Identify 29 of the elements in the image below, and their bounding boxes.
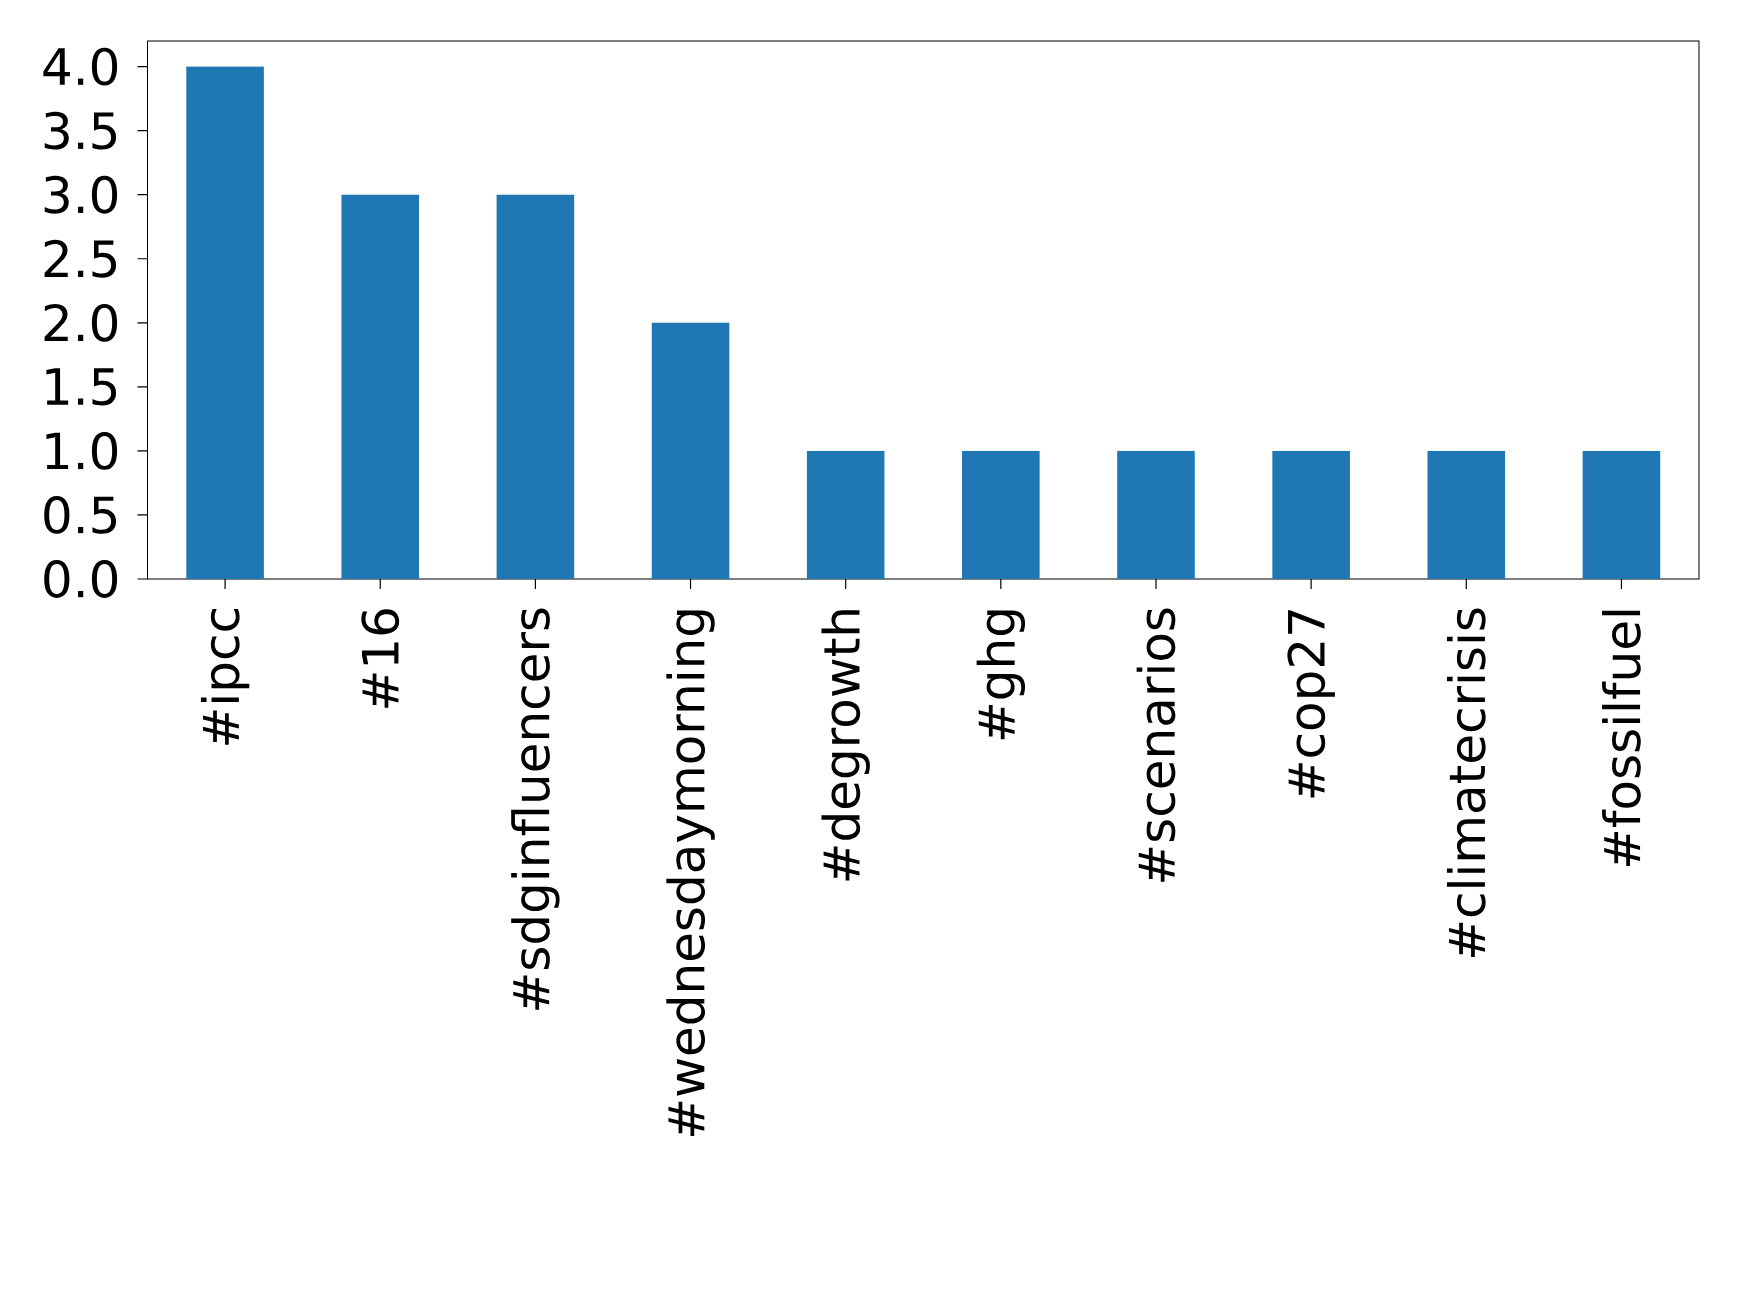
y-tick-label: 2.0: [44, 303, 118, 342]
y-tick-label: 1.5: [46, 368, 117, 406]
x-tick-label: #cop27: [1287, 610, 1335, 798]
x-tick-label: #scenarios: [1136, 608, 1176, 882]
x-tick-label: #climatecrisis: [1446, 608, 1486, 958]
x-tick-label: #16: [361, 609, 400, 708]
bar: [1427, 450, 1506, 579]
bar: [806, 450, 885, 579]
y-tick-label: 4.0: [43, 47, 118, 86]
x-tick-label: #ipcc: [200, 609, 250, 745]
bar: [341, 194, 420, 579]
bar: [962, 450, 1040, 579]
x-tick-label: #wednesdaymorning: [666, 610, 715, 1136]
y-tick-label: 0.5: [44, 496, 117, 534]
y-tick-label: 1.0: [46, 431, 118, 470]
bar: [651, 322, 730, 579]
bar: [1272, 450, 1350, 579]
bar: [1582, 450, 1661, 579]
x-tick-label: #sdginfluencers: [511, 608, 560, 1010]
y-tick-label: 3.0: [44, 175, 118, 214]
x-tick-label: #fossilfuel: [1602, 610, 1641, 867]
bar: [1117, 450, 1195, 579]
y-tick-label: 3.5: [44, 111, 117, 150]
bar: [496, 194, 575, 579]
y-tick-label: 2.5: [44, 239, 117, 278]
bar: [186, 66, 264, 579]
x-tick-label: #degrowth: [821, 610, 870, 881]
y-tick-label: 0.0: [44, 560, 118, 598]
x-tick-label: #ghg: [976, 610, 1026, 740]
